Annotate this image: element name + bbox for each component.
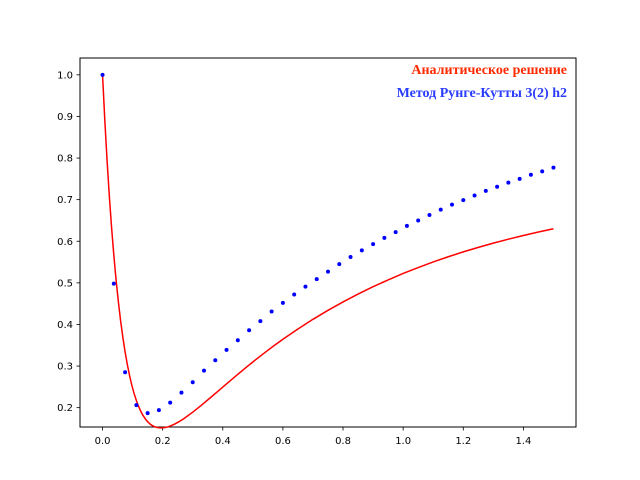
- rk-point: [438, 207, 443, 212]
- y-tick-label: 0.7: [57, 195, 73, 206]
- rk-point: [506, 180, 511, 185]
- rk-point: [483, 188, 488, 193]
- rk-point: [393, 230, 398, 235]
- rk-point: [450, 202, 454, 207]
- rk-point: [461, 198, 466, 203]
- rk-point: [258, 319, 263, 324]
- rk-point: [416, 218, 421, 223]
- rk-point: [145, 411, 150, 416]
- rk-point: [292, 292, 297, 297]
- rk-point: [427, 213, 432, 218]
- rk-point: [202, 368, 206, 373]
- rk-point: [269, 309, 274, 314]
- rk-point: [156, 408, 161, 413]
- rk-point: [235, 338, 240, 343]
- rk-point: [179, 390, 184, 395]
- rk-point: [326, 269, 330, 274]
- rk-point: [528, 172, 533, 177]
- y-tick-label: 0.9: [57, 112, 73, 123]
- rk-point: [280, 300, 285, 305]
- rk-point: [111, 281, 116, 286]
- analytic-solution-line: [101, 74, 554, 429]
- rk-point: [134, 403, 139, 408]
- rk-point: [359, 248, 364, 253]
- legend: Аналитическое решение Метод Рунге-Кутты …: [397, 63, 567, 101]
- x-axis: 0.0 0.2 0.4 0.6 0.8 1.0 1.2 1.4: [95, 427, 531, 447]
- x-tick-label: 0.2: [155, 436, 171, 447]
- y-axis: 0.2 0.3 0.4 0.5 0.6 0.7 0.8 0.9 1.0: [57, 70, 80, 414]
- rk-point: [495, 184, 500, 189]
- rk-point: [517, 176, 522, 181]
- rk-point: [213, 358, 218, 363]
- rk-point: [100, 72, 105, 77]
- y-tick-label: 1.0: [57, 70, 73, 81]
- legend-entry-1: Метод Рунге-Кутты 3(2) h2: [397, 86, 567, 101]
- y-tick-label: 0.8: [57, 154, 73, 165]
- rk-point: [303, 284, 308, 289]
- y-tick-label: 0.4: [57, 320, 73, 331]
- plot-frame: [79, 57, 577, 428]
- y-tick-label: 0.3: [57, 362, 73, 373]
- rk-point: [337, 262, 342, 267]
- rk-point: [314, 277, 319, 282]
- x-tick-label: 1.2: [455, 436, 471, 447]
- rk-point: [348, 255, 353, 260]
- x-tick-label: 1.4: [515, 436, 531, 447]
- rk-point: [123, 370, 128, 375]
- x-tick-label: 0.8: [335, 436, 351, 447]
- y-tick-label: 0.6: [57, 237, 73, 248]
- x-tick-label: 1.0: [395, 436, 411, 447]
- rk-point: [224, 347, 229, 352]
- rk-point: [190, 380, 195, 385]
- rk-point: [382, 235, 387, 240]
- rk-point: [168, 400, 173, 405]
- rk-point: [371, 242, 376, 247]
- rk-point: [404, 223, 409, 228]
- rk-point: [472, 193, 477, 198]
- plot-area: [100, 72, 556, 429]
- y-tick-label: 0.2: [57, 403, 73, 414]
- y-tick-label: 0.5: [57, 278, 73, 289]
- rk-point: [247, 328, 252, 333]
- x-tick-label: 0.6: [275, 436, 291, 447]
- legend-entry-0: Аналитическое решение: [411, 63, 567, 78]
- rk-point: [540, 169, 545, 174]
- rk-point: [551, 165, 556, 170]
- x-tick-label: 0.0: [95, 436, 111, 447]
- x-tick-label: 0.4: [215, 436, 231, 447]
